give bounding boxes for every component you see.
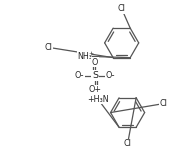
Text: Cl: Cl (118, 4, 126, 13)
Text: +H₃N: +H₃N (87, 95, 109, 104)
Text: O: O (92, 58, 98, 67)
Text: Cl: Cl (124, 139, 131, 148)
Text: O-: O- (105, 71, 115, 80)
Text: O+: O+ (89, 85, 101, 94)
Text: NH₃: NH₃ (77, 52, 92, 61)
Text: O-: O- (75, 71, 84, 80)
Text: +: + (89, 51, 94, 56)
Text: S: S (92, 71, 98, 80)
Text: Cl: Cl (44, 43, 52, 52)
Text: Cl: Cl (159, 99, 167, 108)
